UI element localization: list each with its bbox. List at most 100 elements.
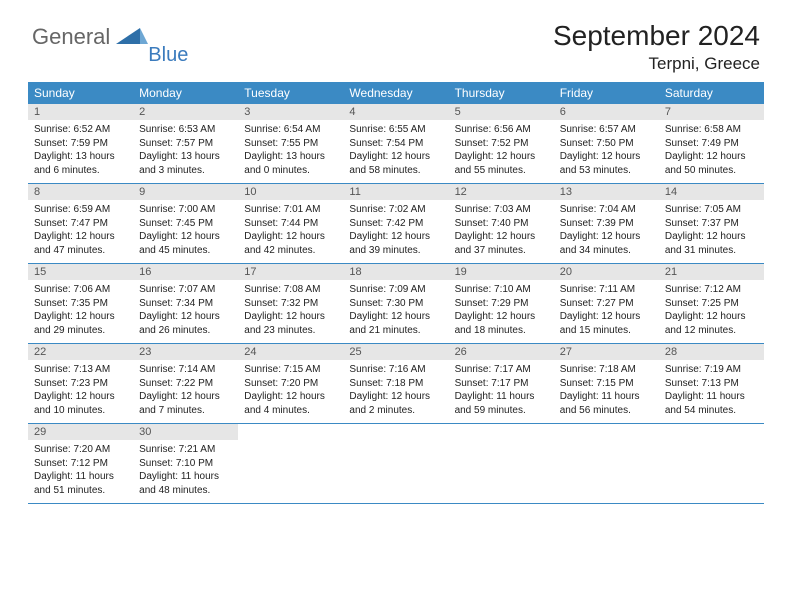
day-body: Sunrise: 7:07 AMSunset: 7:34 PMDaylight:… (133, 280, 238, 343)
sunrise-text: Sunrise: 7:08 AM (244, 283, 337, 297)
daylight-text: Daylight: 13 hours and 6 minutes. (34, 150, 127, 177)
daylight-text: Daylight: 13 hours and 0 minutes. (244, 150, 337, 177)
weekday-tuesday: Tuesday (238, 82, 343, 104)
day-number: 13 (554, 184, 659, 200)
day-cell (449, 424, 554, 503)
sunset-text: Sunset: 7:47 PM (34, 217, 127, 231)
day-number: 12 (449, 184, 554, 200)
sunrise-text: Sunrise: 7:17 AM (455, 363, 548, 377)
daylight-text: Daylight: 11 hours and 51 minutes. (34, 470, 127, 497)
day-cell: 1Sunrise: 6:52 AMSunset: 7:59 PMDaylight… (28, 104, 133, 183)
sunrise-text: Sunrise: 7:11 AM (560, 283, 653, 297)
day-cell: 5Sunrise: 6:56 AMSunset: 7:52 PMDaylight… (449, 104, 554, 183)
day-cell: 19Sunrise: 7:10 AMSunset: 7:29 PMDayligh… (449, 264, 554, 343)
daylight-text: Daylight: 12 hours and 31 minutes. (665, 230, 758, 257)
logo: General Blue (32, 24, 150, 50)
daylight-text: Daylight: 12 hours and 53 minutes. (560, 150, 653, 177)
sunset-text: Sunset: 7:22 PM (139, 377, 232, 391)
logo-word1: General (32, 24, 110, 50)
sunrise-text: Sunrise: 7:19 AM (665, 363, 758, 377)
sunset-text: Sunset: 7:30 PM (349, 297, 442, 311)
sunrise-text: Sunrise: 7:21 AM (139, 443, 232, 457)
day-number: 8 (28, 184, 133, 200)
day-number: 22 (28, 344, 133, 360)
sunset-text: Sunset: 7:32 PM (244, 297, 337, 311)
day-cell: 12Sunrise: 7:03 AMSunset: 7:40 PMDayligh… (449, 184, 554, 263)
day-cell (554, 424, 659, 503)
day-cell: 16Sunrise: 7:07 AMSunset: 7:34 PMDayligh… (133, 264, 238, 343)
day-number: 23 (133, 344, 238, 360)
sunrise-text: Sunrise: 6:54 AM (244, 123, 337, 137)
sunset-text: Sunset: 7:52 PM (455, 137, 548, 151)
sunset-text: Sunset: 7:40 PM (455, 217, 548, 231)
sunrise-text: Sunrise: 6:53 AM (139, 123, 232, 137)
day-body: Sunrise: 7:05 AMSunset: 7:37 PMDaylight:… (659, 200, 764, 263)
daylight-text: Daylight: 12 hours and 58 minutes. (349, 150, 442, 177)
logo-word2: Blue (148, 44, 188, 67)
day-body: Sunrise: 7:10 AMSunset: 7:29 PMDaylight:… (449, 280, 554, 343)
day-body: Sunrise: 7:21 AMSunset: 7:10 PMDaylight:… (133, 440, 238, 503)
sunset-text: Sunset: 7:18 PM (349, 377, 442, 391)
daylight-text: Daylight: 11 hours and 48 minutes. (139, 470, 232, 497)
day-number: 24 (238, 344, 343, 360)
daylight-text: Daylight: 12 hours and 37 minutes. (455, 230, 548, 257)
day-body: Sunrise: 6:52 AMSunset: 7:59 PMDaylight:… (28, 120, 133, 183)
weekday-thursday: Thursday (449, 82, 554, 104)
week-row: 15Sunrise: 7:06 AMSunset: 7:35 PMDayligh… (28, 264, 764, 344)
sunset-text: Sunset: 7:37 PM (665, 217, 758, 231)
day-cell: 20Sunrise: 7:11 AMSunset: 7:27 PMDayligh… (554, 264, 659, 343)
sunrise-text: Sunrise: 7:12 AM (665, 283, 758, 297)
day-number: 21 (659, 264, 764, 280)
day-cell: 13 Sunrise: 7:04 AMSunset: 7:39 PMDayligh… (554, 184, 659, 263)
daylight-text: Daylight: 12 hours and 12 minutes. (665, 310, 758, 337)
sunrise-text: Sunrise: 7:00 AM (139, 203, 232, 217)
day-cell: 15Sunrise: 7:06 AMSunset: 7:35 PMDayligh… (28, 264, 133, 343)
sunrise-text: Sunrise: 7:13 AM (34, 363, 127, 377)
day-cell: 3Sunrise: 6:54 AMSunset: 7:55 PMDaylight… (238, 104, 343, 183)
sunrise-text: Sunrise: 7:04 AM (560, 203, 653, 217)
daylight-text: Daylight: 12 hours and 39 minutes. (349, 230, 442, 257)
day-body: Sunrise: 7:18 AMSunset: 7:15 PMDaylight:… (554, 360, 659, 423)
sunset-text: Sunset: 7:23 PM (34, 377, 127, 391)
day-number: 28 (659, 344, 764, 360)
sunrise-text: Sunrise: 7:06 AM (34, 283, 127, 297)
day-number: 26 (449, 344, 554, 360)
sunrise-text: Sunrise: 7:20 AM (34, 443, 127, 457)
daylight-text: Daylight: 12 hours and 45 minutes. (139, 230, 232, 257)
sunset-text: Sunset: 7:39 PM (560, 217, 653, 231)
day-number: 1 (28, 104, 133, 120)
day-number: 6 (554, 104, 659, 120)
sunset-text: Sunset: 7:12 PM (34, 457, 127, 471)
day-number: 27 (554, 344, 659, 360)
sunset-text: Sunset: 7:50 PM (560, 137, 653, 151)
day-number: 17 (238, 264, 343, 280)
sunset-text: Sunset: 7:10 PM (139, 457, 232, 471)
day-cell: 22Sunrise: 7:13 AMSunset: 7:23 PMDayligh… (28, 344, 133, 423)
day-number: 4 (343, 104, 448, 120)
day-body: Sunrise: 6:56 AMSunset: 7:52 PMDaylight:… (449, 120, 554, 183)
sunset-text: Sunset: 7:45 PM (139, 217, 232, 231)
daylight-text: Daylight: 12 hours and 26 minutes. (139, 310, 232, 337)
sunset-text: Sunset: 7:35 PM (34, 297, 127, 311)
day-cell: 24Sunrise: 7:15 AMSunset: 7:20 PMDayligh… (238, 344, 343, 423)
day-number: 7 (659, 104, 764, 120)
daylight-text: Daylight: 13 hours and 3 minutes. (139, 150, 232, 177)
day-body: Sunrise: 7:03 AMSunset: 7:40 PMDaylight:… (449, 200, 554, 263)
day-body: Sunrise: 7:02 AMSunset: 7:42 PMDaylight:… (343, 200, 448, 263)
day-number: 18 (343, 264, 448, 280)
day-body: Sunrise: 7:14 AMSunset: 7:22 PMDaylight:… (133, 360, 238, 423)
day-cell: 10Sunrise: 7:01 AMSunset: 7:44 PMDayligh… (238, 184, 343, 263)
week-row: 22Sunrise: 7:13 AMSunset: 7:23 PMDayligh… (28, 344, 764, 424)
daylight-text: Daylight: 12 hours and 34 minutes. (560, 230, 653, 257)
day-body: Sunrise: 7:00 AMSunset: 7:45 PMDaylight:… (133, 200, 238, 263)
day-number: 3 (238, 104, 343, 120)
sunset-text: Sunset: 7:25 PM (665, 297, 758, 311)
day-body: Sunrise: 7:16 AMSunset: 7:18 PMDaylight:… (343, 360, 448, 423)
day-body: Sunrise: 7:12 AMSunset: 7:25 PMDaylight:… (659, 280, 764, 343)
sunset-text: Sunset: 7:34 PM (139, 297, 232, 311)
day-body: Sunrise: 7:20 AMSunset: 7:12 PMDaylight:… (28, 440, 133, 503)
day-cell: 8Sunrise: 6:59 AMSunset: 7:47 PMDaylight… (28, 184, 133, 263)
day-cell: 21Sunrise: 7:12 AMSunset: 7:25 PMDayligh… (659, 264, 764, 343)
day-body: Sunrise: 6:54 AMSunset: 7:55 PMDaylight:… (238, 120, 343, 183)
day-number: 2 (133, 104, 238, 120)
